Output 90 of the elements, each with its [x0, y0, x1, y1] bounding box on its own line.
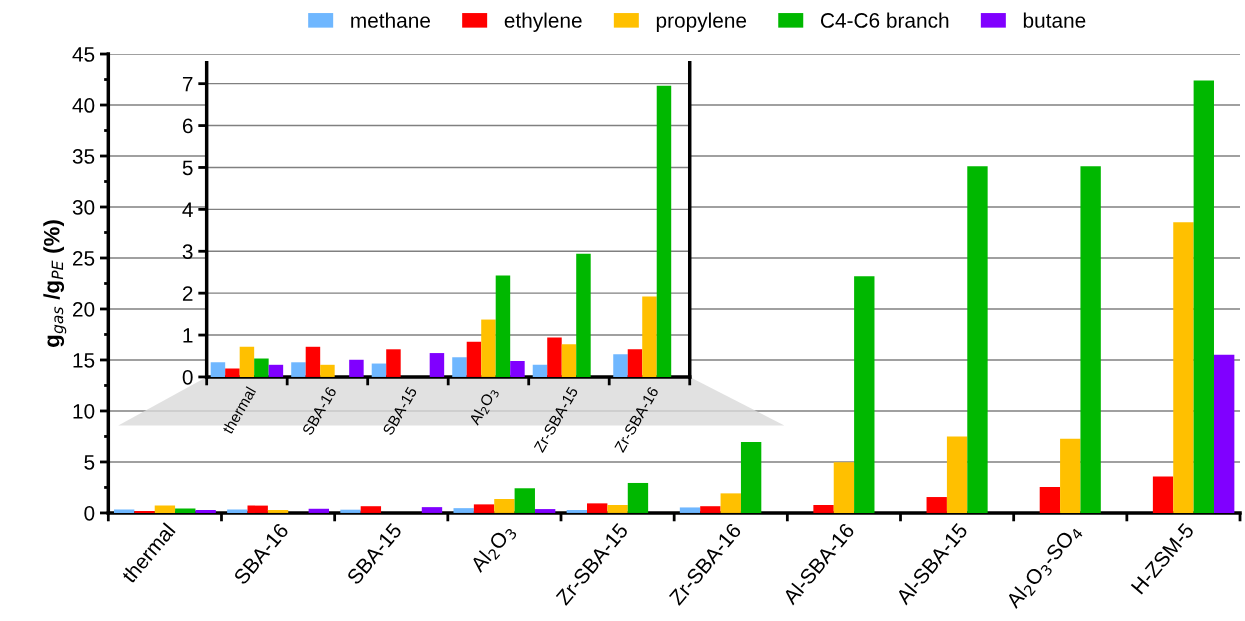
- bar: [833, 462, 855, 513]
- bar: [268, 364, 284, 377]
- bar: [267, 509, 289, 513]
- bar: [926, 497, 947, 513]
- y-tick-label: 45: [72, 47, 95, 62]
- y-tick-label: 15: [73, 353, 95, 368]
- bar: [1060, 438, 1081, 513]
- y-tick-label: 2: [182, 286, 193, 301]
- bar: [360, 506, 382, 513]
- bar: [421, 507, 443, 513]
- bar: [239, 346, 255, 377]
- bar: [473, 504, 495, 513]
- bar: [210, 362, 226, 377]
- bar: [627, 349, 643, 377]
- bar: [1152, 476, 1174, 513]
- bar: [1173, 222, 1194, 513]
- bar: [195, 509, 216, 513]
- y-tick-label: 0: [182, 369, 193, 385]
- y-tick-label: 4: [182, 202, 193, 217]
- bar: [371, 363, 387, 377]
- bar: [134, 510, 155, 513]
- bar: [254, 358, 269, 377]
- bar: [225, 368, 240, 377]
- bar: [740, 442, 762, 513]
- bar: [627, 482, 649, 513]
- y-tick-label: 0: [84, 505, 95, 521]
- bar: [452, 357, 467, 377]
- bar: [495, 275, 511, 377]
- legend-label: ethylene: [504, 12, 582, 32]
- y-tick-label: 1: [183, 328, 193, 343]
- y-tick-label: 40: [72, 98, 95, 113]
- bar: [305, 346, 321, 377]
- bar: [576, 253, 591, 377]
- y-tick-label: 25: [73, 250, 95, 266]
- bar: [967, 166, 988, 513]
- bar: [656, 85, 672, 377]
- bar: [308, 508, 329, 513]
- y-axis-title: g$_{gas}$ /g$_{PE}$ (%): [43, 220, 67, 347]
- y-tick-label: 30: [72, 200, 95, 215]
- legend-label: butane: [1023, 12, 1086, 28]
- x-tick-label: Al$_{2}$O$_{3}$: [469, 522, 518, 576]
- y-tick-label: 20: [73, 301, 95, 317]
- bar: [113, 509, 135, 513]
- bar: [946, 436, 968, 513]
- bar: [247, 505, 268, 513]
- y-tick-label: 10: [73, 403, 95, 419]
- bar: [642, 296, 657, 377]
- bar: [854, 276, 875, 513]
- bar: [1080, 166, 1101, 513]
- bar: [340, 509, 361, 513]
- bar: [547, 337, 562, 377]
- bar: [561, 344, 577, 377]
- bar: [679, 507, 701, 513]
- bar: [1213, 354, 1235, 513]
- bar: [700, 506, 721, 513]
- bar: [566, 509, 588, 513]
- bar: [175, 508, 196, 513]
- bar: [1039, 486, 1061, 513]
- bar: [514, 488, 535, 513]
- y-tick-label: 6: [182, 118, 193, 134]
- bar: [466, 341, 482, 377]
- bar: [429, 353, 445, 377]
- bar: [720, 493, 741, 513]
- y-tick-label: 5: [182, 160, 193, 176]
- y-tick-label: 35: [72, 149, 95, 164]
- bar: [386, 349, 401, 377]
- y-tick-label: 7: [182, 76, 193, 92]
- bar: [494, 498, 515, 513]
- bar: [453, 508, 474, 513]
- bar: [154, 505, 176, 513]
- y-tick-label: 3: [182, 244, 193, 260]
- legend-label: propylene: [656, 12, 747, 32]
- bar: [534, 509, 556, 513]
- x-tick-label: Al$_{2}$O$_{3}$-SO$_{4}$: [1004, 522, 1084, 612]
- bar: [291, 362, 306, 377]
- bar: [607, 504, 628, 513]
- bar: [349, 359, 364, 377]
- bar: [587, 503, 608, 513]
- bar: [320, 364, 335, 377]
- x-tick-label: Al$_{2}$O$_{3}$: [468, 386, 500, 428]
- bar: [532, 364, 548, 377]
- bar: [510, 361, 525, 377]
- legend-label: C4-C6 branch: [820, 12, 949, 28]
- bar: [813, 504, 834, 513]
- bar: [1193, 80, 1214, 513]
- bar: [227, 509, 248, 513]
- legend-label: methane: [351, 12, 430, 28]
- y-tick-label: 5: [84, 455, 95, 470]
- bar: [481, 319, 496, 377]
- bar: [613, 354, 628, 377]
